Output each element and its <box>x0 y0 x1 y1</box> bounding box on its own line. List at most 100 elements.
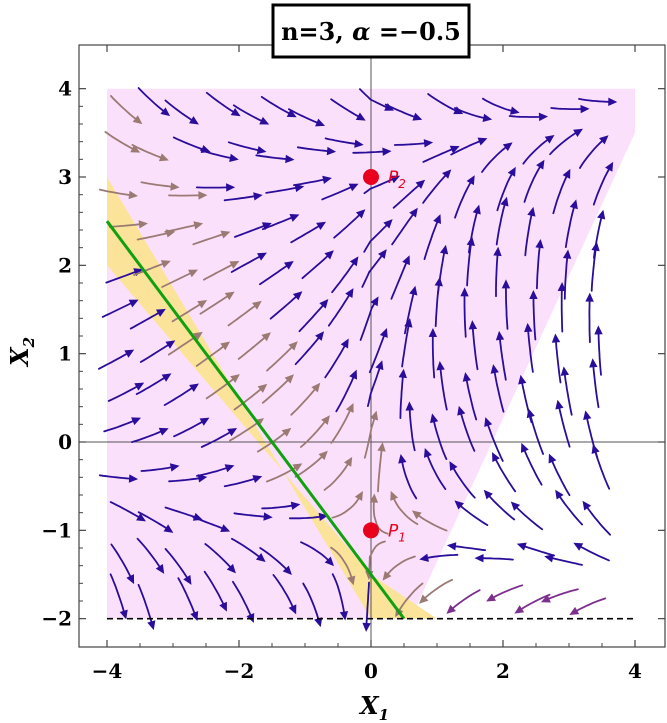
streamline <box>593 209 606 259</box>
stream-arrowhead <box>348 183 359 192</box>
stream-arrowhead <box>369 493 379 503</box>
streamline <box>261 501 301 510</box>
streamline <box>450 137 488 156</box>
stream-arrowhead <box>509 106 520 115</box>
streamline <box>301 250 334 280</box>
streamline <box>259 547 292 576</box>
stream-arrowhead <box>161 373 172 382</box>
streamline-path <box>234 224 268 238</box>
streamline <box>496 166 516 212</box>
streamline-path <box>98 351 131 370</box>
streamline-path <box>164 548 190 582</box>
streamline-path <box>327 291 352 327</box>
streamline <box>529 289 538 341</box>
stream-arrowhead <box>449 145 460 154</box>
streamline-path <box>108 223 144 228</box>
stream-arrowhead <box>289 214 300 222</box>
streamline <box>269 291 303 320</box>
streamline-path <box>110 95 139 122</box>
streamline-path <box>359 88 391 110</box>
stream-arrowhead <box>318 450 328 461</box>
streamline-path <box>482 97 516 113</box>
streamline <box>259 261 294 286</box>
streamline-path <box>99 188 134 197</box>
streamline-path <box>496 170 514 212</box>
stream-arrowhead <box>436 360 445 371</box>
streamline <box>133 260 171 276</box>
streamline <box>294 450 328 478</box>
stream-arrowhead <box>409 285 418 296</box>
streamline <box>164 548 192 585</box>
streamline-path <box>136 231 171 241</box>
critical-point-label-sub: 1 <box>398 530 406 544</box>
streamline <box>227 300 262 327</box>
stream-arrowhead <box>220 341 231 351</box>
stream-arrowhead <box>226 563 236 574</box>
streamline-path <box>422 578 453 601</box>
streamline-path <box>129 310 162 330</box>
streamline <box>103 417 142 433</box>
streamline-path <box>520 379 533 424</box>
streamline-path <box>584 504 611 536</box>
streamline <box>391 207 418 246</box>
streamline <box>131 144 169 162</box>
streamline <box>300 415 330 448</box>
streamline <box>177 577 199 621</box>
streamline <box>108 220 148 229</box>
y-tick-label: −1 <box>41 518 72 542</box>
streamline-path <box>579 137 606 169</box>
stream-arrowhead <box>147 620 156 631</box>
streamline-path <box>288 108 321 125</box>
stream-arrowhead <box>128 190 138 200</box>
stream-arrowhead <box>286 109 297 118</box>
streamline <box>331 573 349 621</box>
streamline <box>109 501 146 522</box>
stream-arrowhead <box>585 292 594 302</box>
streamline <box>460 287 469 338</box>
streamline <box>196 464 235 477</box>
streamline <box>557 282 567 333</box>
streamline-path <box>384 103 419 119</box>
axis-ticks: −4 −2 0 2 4 −2 −1 0 1 2 3 4 <box>41 45 665 683</box>
streamline-path <box>227 141 263 152</box>
streamline-path <box>552 172 569 215</box>
stream-arrowhead <box>540 594 551 603</box>
streamline-path <box>323 460 351 491</box>
streamline-path <box>203 570 226 608</box>
stream-arrowhead <box>124 349 135 358</box>
streamline <box>437 244 449 295</box>
stream-arrowhead <box>288 341 298 351</box>
streamline <box>468 204 481 254</box>
streamline <box>335 369 358 413</box>
streamline-path <box>372 498 389 535</box>
streamline <box>457 405 476 452</box>
streamline <box>486 584 524 602</box>
streamline <box>555 489 583 526</box>
streamline <box>161 269 199 288</box>
streamline <box>446 589 481 614</box>
streamline-path <box>536 243 541 290</box>
streamline-path <box>233 386 264 411</box>
stream-arrowhead <box>349 369 358 380</box>
stream-arrowhead <box>224 464 235 473</box>
stream-arrowhead <box>569 199 578 210</box>
streamline-path <box>368 540 386 576</box>
streamline <box>195 341 231 367</box>
streamline-path <box>391 211 416 246</box>
streamline <box>535 238 544 290</box>
streamline <box>454 500 489 526</box>
streamline <box>110 543 135 585</box>
streamline-path <box>597 329 602 376</box>
streamline-path <box>330 98 362 119</box>
streamline <box>524 206 536 257</box>
streamline <box>296 146 337 156</box>
stream-arrowhead <box>562 249 572 259</box>
x-tick-label: 2 <box>496 659 510 683</box>
streamline-path <box>505 283 509 330</box>
streamline <box>192 516 231 533</box>
streamline <box>481 142 513 173</box>
streamline-path <box>231 537 263 560</box>
stream-arrowhead <box>199 417 210 426</box>
streamline <box>462 372 478 421</box>
streamline-path <box>368 332 386 374</box>
